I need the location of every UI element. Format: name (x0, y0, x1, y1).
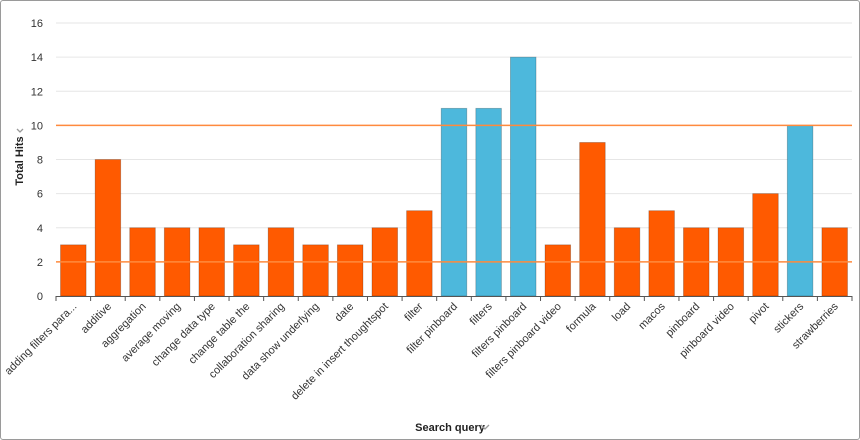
bar[interactable] (94, 159, 122, 297)
bar[interactable] (440, 107, 468, 297)
bar[interactable] (544, 244, 572, 297)
reference-lines (56, 124, 852, 263)
x-tick-label: date (333, 301, 357, 325)
x-tick-label: formula (564, 300, 599, 335)
chevron-down-icon (480, 424, 490, 430)
bar[interactable] (233, 244, 260, 297)
bar[interactable] (510, 56, 537, 297)
x-axis-title-text: Search query (415, 422, 486, 434)
y-tick-label: 12 (31, 86, 43, 98)
bars (60, 56, 848, 297)
y-tick-label: 14 (31, 52, 43, 64)
x-tick-label: stickers (771, 300, 806, 335)
y-tick-label: 0 (37, 291, 43, 303)
bar[interactable] (406, 210, 433, 297)
bar[interactable] (579, 142, 606, 297)
x-axis-ticks: adding filters para... additiveaggregatio… (3, 296, 853, 403)
bar[interactable] (752, 193, 779, 297)
y-tick-label: 4 (37, 223, 43, 235)
bar[interactable] (302, 244, 329, 297)
y-axis-title[interactable]: Total Hits (14, 128, 26, 186)
x-tick-label: macos (636, 300, 668, 332)
y-tick-label: 8 (37, 155, 43, 167)
x-tick-label: load (610, 301, 633, 324)
bar[interactable] (648, 210, 675, 297)
y-tick-label: 2 (37, 257, 43, 269)
bar[interactable] (60, 244, 87, 297)
y-axis-title-text: Total Hits (14, 136, 26, 185)
x-tick-label: filters (468, 300, 495, 327)
y-axis-ticks: 0 2 4 6 8 10 12 14 16 (31, 18, 43, 303)
bar[interactable] (475, 107, 502, 297)
y-tick-label: 10 (31, 120, 43, 132)
x-tick-label: pivot (747, 301, 772, 326)
x-tick-label: adding filters para... (3, 301, 80, 378)
x-tick-label: average moving (119, 301, 183, 365)
bar[interactable] (336, 244, 364, 297)
y-tick-label: 6 (37, 189, 43, 201)
x-tick-label: filter (402, 300, 425, 323)
y-tick-label: 16 (31, 18, 43, 30)
x-tick-label: additive (79, 301, 114, 336)
chevron-down-icon (16, 128, 24, 133)
x-axis-title[interactable]: Search query (415, 422, 490, 434)
x-tick-label: change data type (150, 301, 218, 369)
bar[interactable] (786, 124, 814, 297)
x-tick-label: change table the (186, 301, 252, 367)
